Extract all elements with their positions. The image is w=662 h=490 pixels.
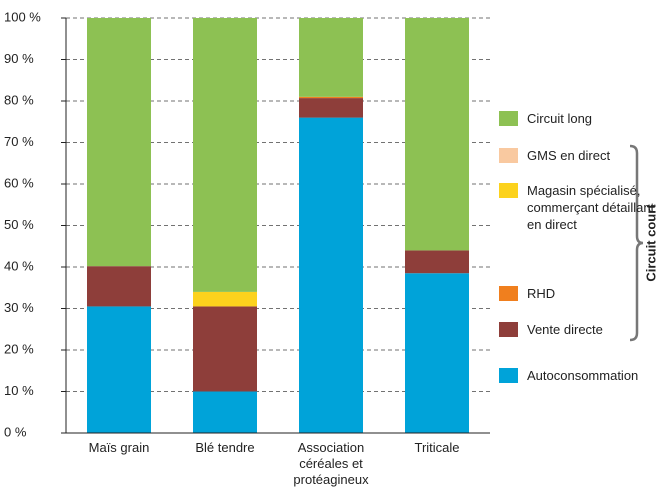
legend-label: GMS en direct (527, 148, 611, 163)
x-tick-label: Association céréales et protéagineux (293, 440, 369, 487)
brace (629, 144, 644, 342)
legend-item: GMS en direct (499, 147, 655, 164)
bar-segment (193, 306, 257, 392)
bar-segment (405, 250, 469, 274)
y-tick-label: 30 % (4, 300, 34, 315)
legend-swatch (499, 286, 518, 301)
bar-segment (87, 266, 151, 307)
y-tick-label: 100 % (4, 9, 41, 24)
bar-segment (87, 18, 151, 267)
bar-segment (405, 18, 469, 251)
y-tick-label: 40 % (4, 258, 34, 273)
legend-swatch (499, 183, 518, 198)
bar-segment (299, 117, 363, 433)
legend-label: Autoconsommation (527, 368, 639, 383)
bar-segment (193, 18, 257, 292)
bar-segment (193, 291, 257, 307)
annotation: Circuit court (643, 204, 658, 282)
y-tick-label: 90 % (4, 51, 34, 66)
legend-label: Circuit long (527, 111, 593, 126)
legend-label: Vente directe (527, 322, 603, 337)
legend-label: RHD (527, 286, 556, 301)
legend-item: Circuit long (499, 110, 655, 127)
y-tick-label: 60 % (4, 175, 34, 190)
x-tick-label: Maïs grain (88, 440, 150, 455)
legend-item: RHD (499, 285, 655, 302)
legend-item: Vente directe (499, 321, 655, 338)
x-tick-label: Triticale (414, 440, 460, 455)
legend-swatch (499, 148, 518, 163)
bar-segment (405, 273, 469, 433)
x-tick-label: Blé tendre (195, 440, 255, 455)
bar-segment (299, 96, 363, 99)
bar-segment (299, 98, 363, 118)
y-tick-label: 20 % (4, 341, 34, 356)
bar-segment (193, 391, 257, 433)
bar-segment (87, 306, 151, 433)
legend-swatch (499, 322, 518, 337)
legend-swatch (499, 111, 518, 126)
legend-item: Autoconsommation (499, 367, 655, 384)
y-tick-label: 80 % (4, 92, 34, 107)
y-tick-label: 0 % (4, 424, 27, 439)
legend-item: Magasin spécialisé, commerçant détaillan… (499, 182, 655, 233)
y-tick-label: 50 % (4, 217, 34, 232)
y-tick-label: 70 % (4, 134, 34, 149)
legend-label: Magasin spécialisé, commerçant détaillan… (527, 183, 655, 232)
bar-segment (299, 18, 363, 97)
y-tick-label: 10 % (4, 383, 34, 398)
legend-swatch (499, 368, 518, 383)
